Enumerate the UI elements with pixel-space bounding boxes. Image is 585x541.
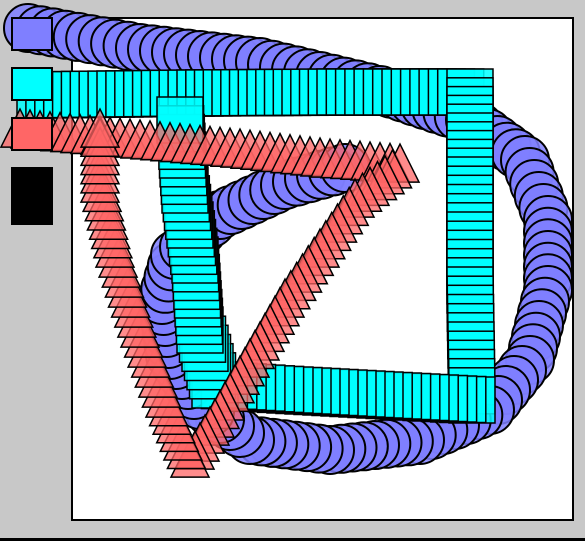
circle-brush-swatch[interactable] <box>11 17 53 51</box>
color-palette <box>11 17 53 225</box>
black-swatch[interactable] <box>11 167 53 225</box>
bottom-border <box>0 538 585 541</box>
square-stroke <box>16 68 496 424</box>
triangle-brush-swatch[interactable] <box>11 117 53 151</box>
triangle-stamp <box>79 107 121 148</box>
square-brush-swatch[interactable] <box>11 67 53 101</box>
